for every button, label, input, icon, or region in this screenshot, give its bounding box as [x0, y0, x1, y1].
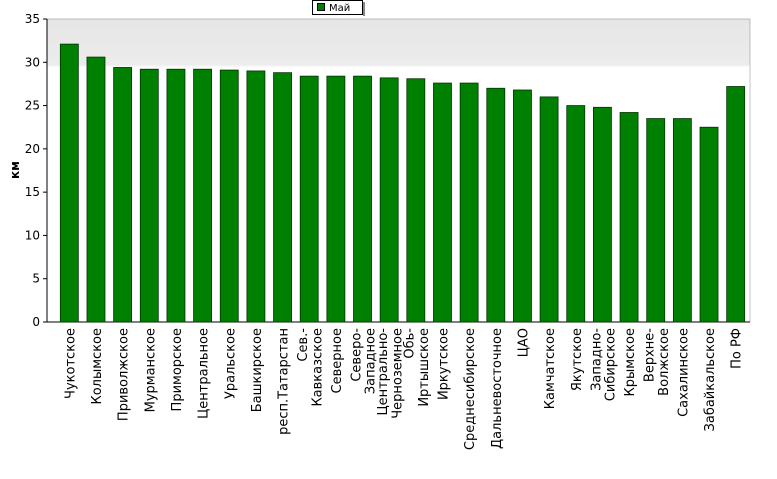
bar [273, 72, 292, 323]
bar [433, 82, 452, 323]
bar [513, 89, 532, 323]
bar [646, 118, 666, 323]
x-tick-label: Центральное [197, 328, 212, 419]
bar [299, 75, 319, 323]
legend-swatch [317, 3, 325, 11]
bar [246, 70, 266, 323]
x-tick-label: Северное [330, 328, 345, 393]
x-tick-label: Чукотское [63, 328, 78, 399]
x-tick-label: Башкирское [250, 328, 265, 412]
bar [113, 67, 133, 323]
bar [486, 87, 506, 323]
bar [406, 78, 426, 323]
bar [726, 86, 746, 323]
bar [353, 75, 372, 323]
legend-label: Май [329, 3, 350, 14]
bar [619, 112, 639, 323]
x-tick-label: ЦАО [516, 328, 531, 357]
y-axis-label: км [8, 161, 22, 179]
bar [672, 118, 692, 323]
x-tick-label: Северо-Западное [349, 328, 378, 395]
x-tick-label: Обь-Иртышское [403, 328, 432, 407]
x-tick-label: Крымское [623, 328, 638, 397]
x-tick-label: Якутское [570, 328, 585, 391]
bar [166, 68, 186, 323]
y-tick-label: 5 [32, 272, 40, 286]
y-tick-label: 30 [25, 55, 40, 69]
y-tick-label: 15 [25, 185, 40, 199]
bar [699, 126, 719, 323]
y-tick-label: 10 [25, 228, 40, 242]
x-tick-label: Колымское [90, 328, 105, 405]
bar [59, 43, 79, 323]
bar [193, 68, 212, 323]
y-tick-label: 0 [32, 315, 40, 329]
x-tick-label: Мурманское [143, 328, 158, 412]
bar [379, 77, 399, 323]
x-tick-label: Верхне-Волжское [643, 328, 672, 396]
x-tick-label: Камчатское [543, 328, 558, 409]
x-tick-label: По РФ [730, 328, 745, 369]
x-tick-label: Уральское [223, 328, 238, 399]
bar [459, 82, 479, 323]
legend-shadow [363, 2, 365, 16]
x-tick-label: Среднесибирское [463, 328, 478, 450]
bar [593, 106, 612, 323]
x-tick-label: Забайкальское [703, 328, 718, 431]
x-tick-label: Приморское [170, 328, 185, 411]
x-tick-label: Иркутское [436, 328, 451, 400]
legend: Май [312, 0, 365, 16]
y-tick-label: 20 [25, 142, 40, 156]
x-tick-label: Приволжское [117, 328, 132, 421]
y-tick-label: 25 [25, 99, 40, 113]
x-tick-label: Дальневосточное [490, 328, 505, 449]
y-tick-label: 35 [25, 12, 40, 26]
bar [86, 56, 106, 323]
bar [539, 96, 559, 323]
x-tick-label: Западно-Сибирское [589, 328, 618, 402]
bar [139, 68, 159, 323]
bar [566, 105, 586, 323]
bar [326, 75, 346, 323]
x-tick-label: Центрально-Черноземное [376, 328, 405, 419]
x-tick-label: респ.Татарстан [277, 328, 292, 435]
bar [219, 69, 239, 323]
x-tick-label: Сахалинское [676, 328, 691, 417]
x-tick-label: Сев.-Кавказское [296, 328, 325, 407]
